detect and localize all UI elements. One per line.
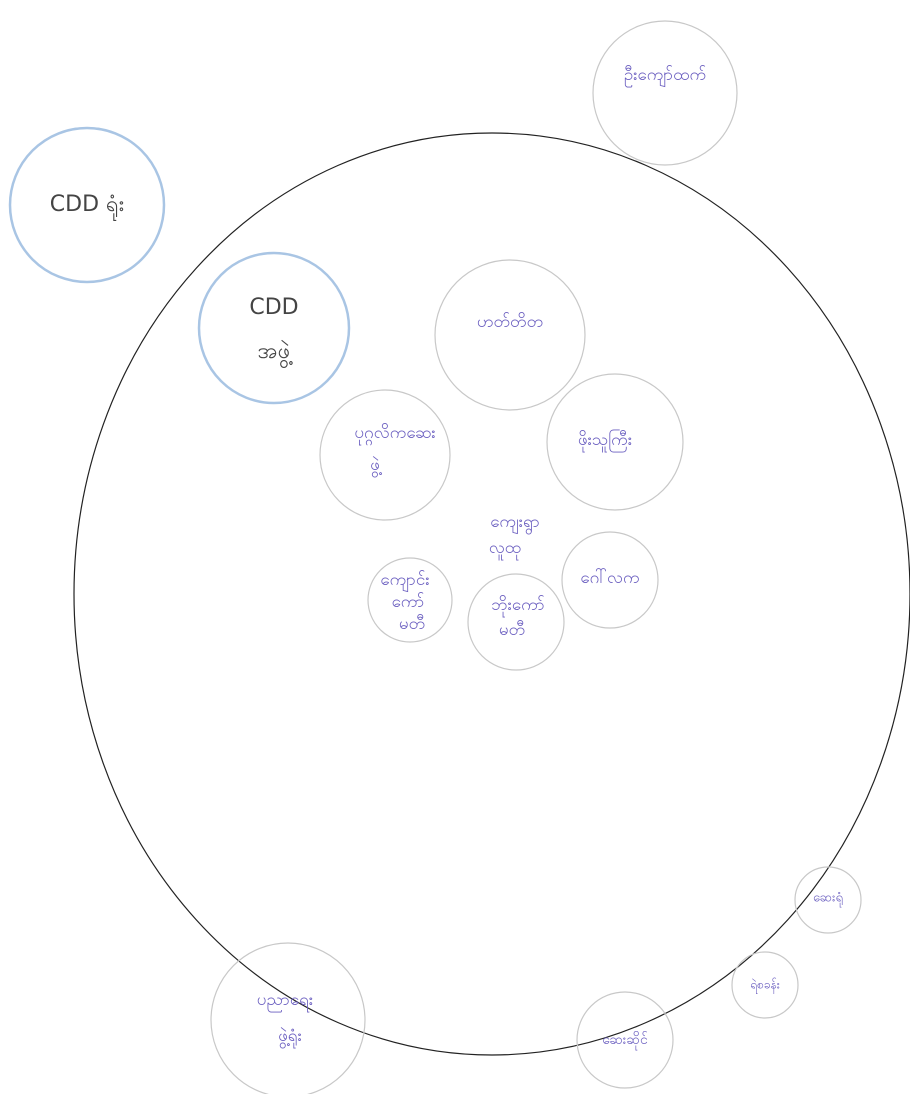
node-label: ကျောင်း [380,570,429,593]
node-label: ရဲစခန်း [750,977,780,995]
node-label: ကော် [392,592,425,612]
node-circle [320,390,450,520]
node-label: မတီ [499,620,525,640]
node-label: ဂေါ်လက [580,567,639,588]
node-label: ဆေးရုံ [813,891,843,908]
node-circle [211,943,365,1094]
node-label: ဟတ်တိတ [477,312,543,332]
node-label: ဘိုးကော် [491,595,545,618]
node-circle [435,260,585,410]
node-label: CDD [249,295,298,320]
node-label: ပညာရေး [257,990,313,1013]
node-label: ဖိုးသူကြီး [578,428,632,453]
node-circle [199,253,349,403]
node-label: မတီ [399,614,425,634]
node-label: CDD ရုံး [50,192,124,221]
node-label: ဖွဲ့ [370,455,381,478]
community-boundary [74,133,910,1055]
diagram: CDD ရုံး CDD အဖွဲ့ ဦးကျော်ထက် ဟတ်တိတ ပုဂ… [0,0,910,1094]
node-label: ဦးကျော်ထက် [624,65,706,88]
node-label: ပုဂ္ဂလိကဆေး [354,423,435,446]
node-label: ဖွဲ့ရုံး [278,1026,302,1049]
node-circle [593,21,737,165]
node-label: ဆေးဆိုင် [602,1032,648,1050]
node-label: အဖွဲ့ [258,339,294,369]
node-label: လူထု [489,538,521,561]
node-label: ကျေးရွာ [490,512,540,535]
